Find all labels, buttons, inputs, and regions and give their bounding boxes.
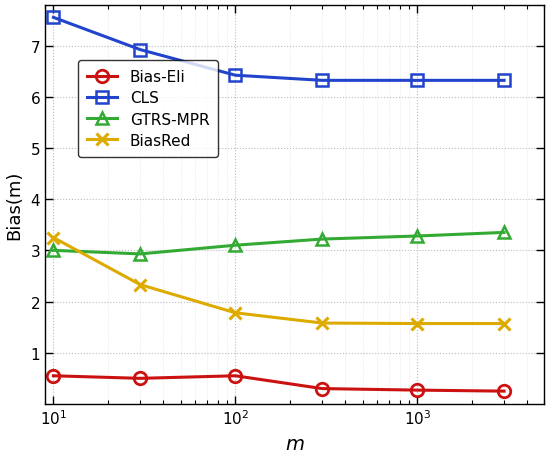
Line: Bias-Eli: Bias-Eli — [47, 369, 510, 397]
Bias-Eli — [319, 386, 326, 392]
X-axis label: $m$: $m$ — [285, 435, 305, 453]
Line: CLS: CLS — [47, 12, 510, 87]
GTRS-MPR — [501, 230, 508, 235]
BiasRed — [232, 310, 239, 316]
Bias-Eli — [414, 387, 421, 393]
GTRS-MPR — [319, 237, 326, 242]
CLS — [50, 16, 57, 21]
CLS — [137, 48, 144, 53]
CLS — [414, 78, 421, 84]
Bias-Eli — [232, 373, 239, 379]
GTRS-MPR — [232, 243, 239, 248]
GTRS-MPR — [414, 234, 421, 239]
BiasRed — [414, 321, 421, 327]
BiasRed — [137, 282, 144, 288]
BiasRed — [319, 320, 326, 326]
GTRS-MPR — [137, 252, 144, 257]
Bias-Eli — [50, 373, 57, 379]
Line: GTRS-MPR: GTRS-MPR — [47, 227, 510, 261]
Y-axis label: Bias(m): Bias(m) — [6, 170, 24, 240]
GTRS-MPR — [50, 248, 57, 253]
Legend: Bias-Eli, CLS, GTRS-MPR, BiasRed: Bias-Eli, CLS, GTRS-MPR, BiasRed — [78, 61, 218, 157]
Bias-Eli — [501, 388, 508, 394]
CLS — [319, 78, 326, 84]
CLS — [501, 78, 508, 84]
Line: BiasRed: BiasRed — [47, 232, 510, 330]
BiasRed — [501, 321, 508, 327]
CLS — [232, 73, 239, 79]
Bias-Eli — [137, 376, 144, 381]
BiasRed — [50, 235, 57, 241]
